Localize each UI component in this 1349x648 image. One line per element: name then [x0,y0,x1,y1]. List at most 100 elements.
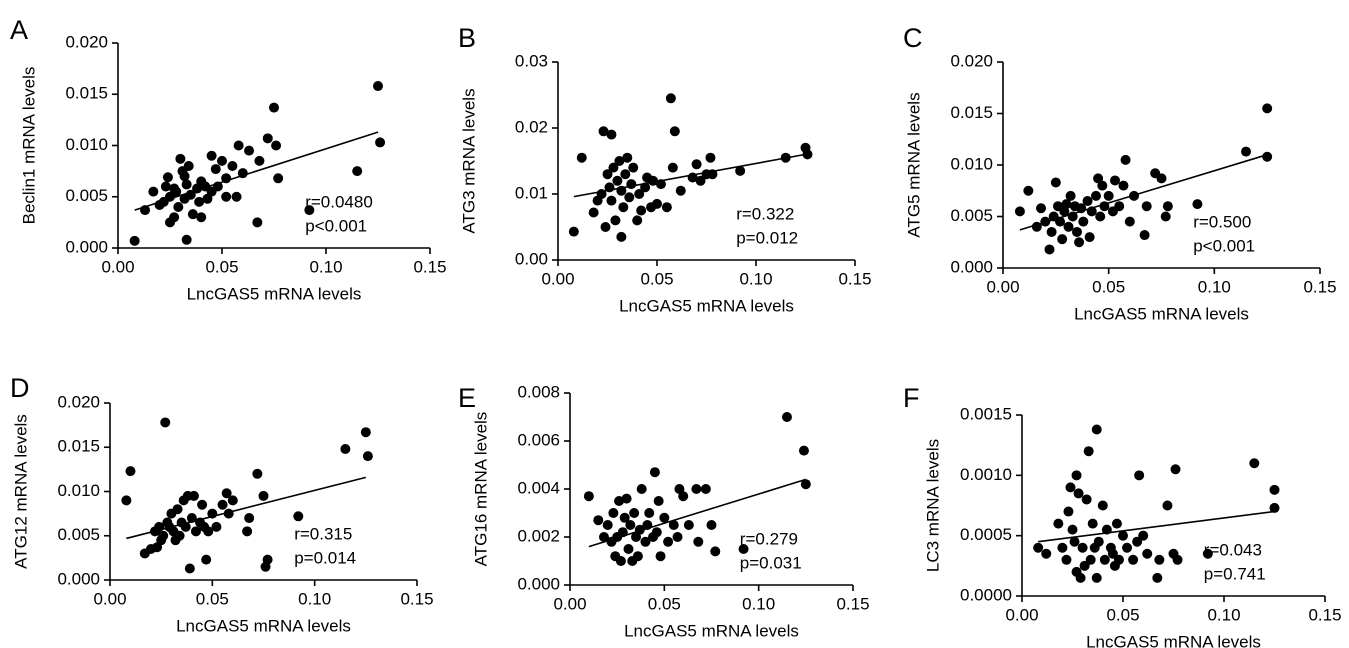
data-point [1044,244,1055,255]
x-tick-label: 0.10 [739,269,772,288]
x-tick-label: 0.00 [986,277,1019,296]
data-point [227,495,238,506]
data-point [1090,190,1101,201]
data-point [651,527,662,538]
data-point [668,520,679,530]
data-point [621,493,632,504]
data-point [602,520,613,530]
y-tick-label: 0.000 [517,574,560,593]
data-point [678,491,689,502]
data-point [362,451,373,462]
data-point [583,491,594,502]
data-point [1065,190,1076,201]
data-point [1065,482,1076,493]
data-point [1091,572,1102,583]
data-point [173,202,184,212]
data-point [1053,518,1064,529]
data-point [1069,536,1080,547]
data-point [227,161,238,171]
data-point [661,202,672,213]
data-point [659,512,670,523]
x-tick-label: 0.05 [1106,605,1139,624]
data-point [375,137,386,148]
data-point [1202,548,1213,559]
data-point [187,209,198,220]
data-point [160,181,171,192]
data-point [1118,530,1128,541]
y-tick-label: 0.015 [57,437,100,456]
data-point [129,235,140,246]
y-tick-label: 0.000 [950,257,993,276]
y-tick-label: 0.004 [517,478,560,497]
x-tick-label: 0.05 [196,589,229,608]
data-point [1085,554,1096,565]
data-point [125,466,136,477]
data-point [588,207,599,218]
data-point [269,102,279,113]
regression-line [588,478,807,548]
stat-annotation: p<0.001 [1193,236,1255,255]
y-tick-label: 0.020 [65,32,108,51]
data-point [169,212,180,223]
x-axis-label: LncGAS5 mRNA levels [1074,304,1249,323]
data-point [608,508,619,518]
panel: B 0.00 0.01 0.02 0.03 0.00 0.05 0.10 0.15 LncGAS5… [458,23,872,315]
data-point [1110,175,1121,186]
data-point [1172,554,1183,565]
data-point [710,546,721,557]
y-tick-label: 0.03 [515,51,548,70]
data-point [1082,196,1093,207]
data-point [652,198,662,209]
data-point [1046,226,1057,237]
data-point [614,156,625,166]
data-point [1139,230,1150,241]
data-point [1262,151,1273,162]
data-point [1162,201,1173,212]
data-point [1077,542,1088,553]
y-tick-label: 0.008 [517,382,560,401]
data-point [162,172,173,183]
data-point [1103,190,1114,201]
data-point [174,530,185,541]
data-point [1078,216,1089,227]
y-tick-label: 0.000 [65,237,108,256]
data-point [1091,424,1102,435]
data-point [1063,506,1074,517]
data-point [1241,146,1252,157]
y-tick-label: 0.010 [65,135,108,154]
y-axis-label: Beclin1 mRNA levels [19,67,38,225]
data-point [1114,201,1125,212]
data-point [244,145,255,156]
x-tick-label: 0.00 [1005,605,1038,624]
data-point [206,150,217,161]
data-point [1132,536,1143,547]
data-point [1036,203,1047,214]
y-tick-label: 0.000 [57,569,100,588]
y-axis-label: ATG5 mRNA levels [904,92,923,237]
data-point [636,484,647,494]
data-point [705,152,716,163]
data-point [1141,201,1152,212]
data-point [1113,554,1124,565]
data-point [1093,536,1104,547]
data-point [672,532,683,542]
y-axis-label: ATG12 mRNA levels [11,414,30,569]
data-point [211,521,222,532]
data-point [203,526,214,537]
data-point [1099,554,1110,565]
data-point [632,551,643,562]
y-tick-label: 0.0010 [960,465,1012,484]
data-point [1050,177,1061,188]
x-axis-label: LncGAS5 mRNA levels [187,284,362,303]
x-tick-label: 0.00 [93,589,126,608]
data-point [618,202,629,213]
y-tick-label: 0.020 [950,51,993,70]
data-point [1097,180,1108,191]
x-tick-label: 0.00 [553,594,586,613]
data-point [606,195,617,206]
data-point [1262,103,1273,114]
data-point [183,161,194,171]
x-tick-label: 0.10 [298,589,331,608]
data-point [568,226,579,237]
